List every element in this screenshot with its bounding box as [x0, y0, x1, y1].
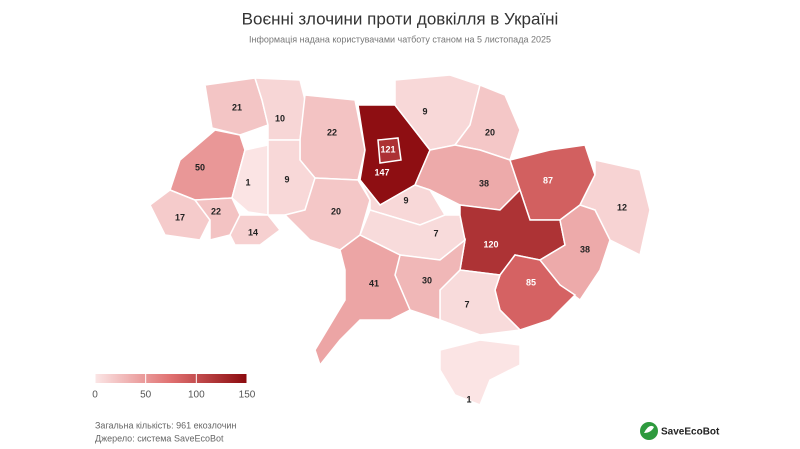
region [314, 234, 411, 367]
region-value-label: 38 [580, 244, 590, 254]
region-value-label: 20 [331, 206, 341, 216]
region-value-label: 10 [275, 113, 285, 123]
region [538, 204, 611, 302]
region-value-label: 12 [617, 202, 627, 212]
legend-tick-label: 50 [140, 390, 152, 401]
region-value-label: 85 [526, 277, 536, 287]
chart-subtitle: Інформація надана користувачами чатботу … [249, 34, 551, 44]
region-value-label: 50 [195, 162, 205, 172]
chart-title: Воєнні злочини проти довкілля в Україні [242, 9, 559, 28]
region-value-label: 22 [327, 127, 337, 137]
region [299, 94, 366, 181]
region-value-label: 7 [464, 299, 469, 309]
legend: 0 50 100 150 [92, 374, 256, 401]
region-value-label: 147 [374, 167, 389, 177]
region [231, 144, 269, 216]
legend-tick-label: 100 [188, 390, 205, 401]
region-value-label: 14 [248, 227, 258, 237]
legend-bar [95, 374, 247, 383]
region-value-label: 38 [479, 178, 489, 188]
footer-source: Джерело: система SaveEcoBot [95, 433, 224, 443]
logo-text: SaveEcoBot [661, 427, 720, 438]
region-value-label: 9 [403, 195, 408, 205]
region [377, 137, 402, 164]
region-value-label: 7 [433, 228, 438, 238]
region-value-label: 1 [466, 394, 471, 404]
region-value-label: 87 [543, 175, 553, 185]
region-value-label: 20 [485, 127, 495, 137]
region-value-label: 30 [422, 275, 432, 285]
region-value-label: 22 [211, 206, 221, 216]
region-value-label: 121 [380, 144, 395, 154]
region-value-label: 1 [245, 177, 250, 187]
region [229, 214, 282, 246]
region-value-label: 21 [232, 102, 242, 112]
legend-tick-label: 0 [92, 390, 98, 401]
logo: SaveEcoBot [640, 422, 720, 440]
logo-leaf [644, 425, 654, 433]
region-value-label: 120 [483, 239, 498, 249]
footer-total: Загальна кількість: 961 екозлочин [95, 420, 236, 430]
region-value-label: 9 [422, 106, 427, 116]
region-value-label: 17 [175, 212, 185, 222]
region-value-label: 9 [284, 174, 289, 184]
region [439, 269, 522, 336]
region-value-label: 41 [369, 278, 379, 288]
region [439, 339, 521, 406]
legend-tick-label: 150 [239, 390, 256, 401]
